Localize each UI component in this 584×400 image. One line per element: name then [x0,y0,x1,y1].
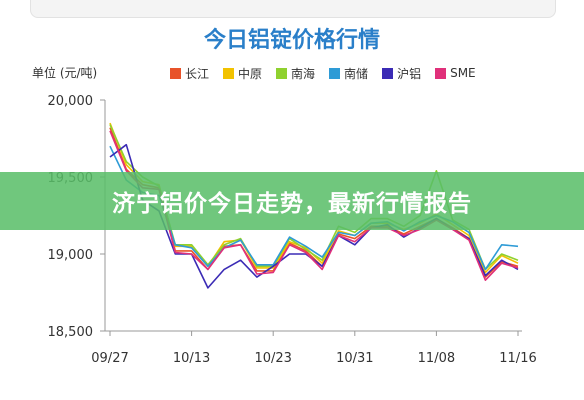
x-tick-label: 09/27 [91,351,128,366]
legend-item: SME [435,64,476,82]
x-tick-label: 11/08 [418,351,455,366]
legend-swatch [329,67,341,79]
legend-swatch [382,67,394,79]
legend-swatch [276,67,288,79]
legend-swatch [435,67,447,79]
headline-text: 济宁铝价今日走势，最新行情报告 [112,191,472,217]
top-card [30,0,556,18]
legend-swatch [170,67,181,79]
x-tick-label: 10/13 [173,351,210,366]
legend-item: 南海 [276,64,315,82]
x-tick-label: 10/31 [336,351,373,366]
legend-item: 中原 [223,64,262,82]
legend-label: SME [450,66,476,80]
y-axis-unit-label: 单位 (元/吨) [32,66,98,80]
x-tick-label: 10/23 [254,351,291,366]
x-tick-label: 11/16 [499,351,536,366]
headline-banner: 济宁铝价今日走势，最新行情报告 [0,172,584,230]
y-tick-label: 18,500 [48,325,94,340]
legend-label: 南海 [291,66,316,81]
legend-label: 中原 [238,66,263,81]
y-tick-label: 20,000 [48,94,94,109]
y-tick-label: 19,000 [48,248,94,263]
legend-item: 长江 [170,64,209,82]
legend-swatch [223,67,235,79]
legend-label: 长江 [185,66,210,81]
legend-label: 沪铝 [397,66,422,81]
chart-title: 今日铝锭价格行情 [203,28,380,53]
legend-item: 南储 [329,64,368,82]
legend-item: 沪铝 [382,64,421,82]
legend: 长江 中原 南海 南储 沪铝 SME [170,64,476,82]
legend-label: 南储 [344,66,369,81]
